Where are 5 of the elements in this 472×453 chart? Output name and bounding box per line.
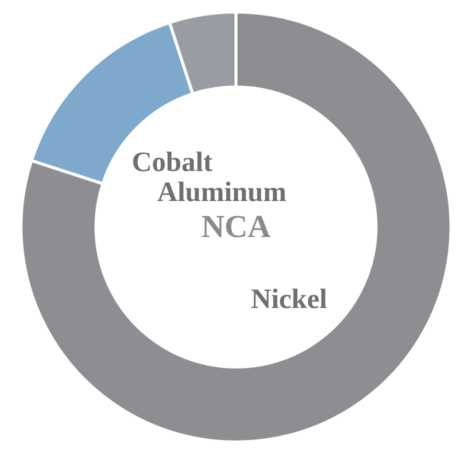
slice-label: Cobalt [132,147,214,178]
text: NCA [201,208,271,244]
donut-slice [20,10,452,444]
slice-label: Aluminum [157,177,286,208]
slice-label: Nickel [250,284,328,316]
